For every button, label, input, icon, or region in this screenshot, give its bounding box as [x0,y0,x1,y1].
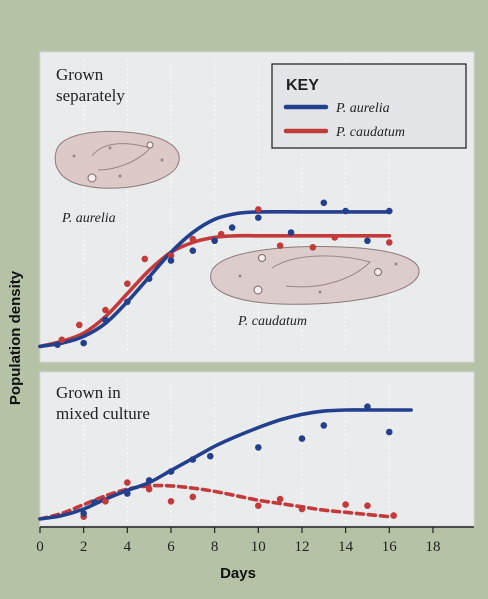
data-point-p-aurelia-top [287,229,295,236]
x-axis-ticks: 0 2 4 6 8 10 12 14 16 18 [36,527,440,555]
data-point-p-caudatum-bottom [276,495,284,503]
data-point-p-aurelia-bottom [385,428,393,436]
data-point-p-caudatum-top [309,244,317,251]
data-point-p-aurelia-top [124,298,131,306]
data-point-p-caudatum-top [167,252,175,259]
data-point-p-caudatum-bottom [189,493,197,501]
panel-bottom-title-line1: Grown in [56,383,121,402]
annotation-p-caudatum: P. caudatum [237,314,307,329]
data-point-p-aurelia-bottom [124,490,131,497]
data-point-p-caudatum-top [58,336,66,344]
legend-entry-p-aurelia: P. aurelia [335,101,390,116]
data-point-p-caudatum-bottom [390,512,397,519]
data-point-p-aurelia-bottom [254,444,262,451]
data-point-p-caudatum-bottom [145,485,153,493]
panel-grown-separately: Grown separately P. aurelia P. caudatum [38,51,475,363]
data-point-p-caudatum-top [217,230,225,238]
data-point-p-aurelia-bottom [91,499,98,506]
data-point-p-aurelia-bottom [189,456,197,463]
annotation-p-aurelia: P. aurelia [61,211,116,226]
data-point-p-aurelia-bottom [320,422,328,429]
data-point-p-caudatum-top [102,306,109,314]
y-axis-title: Population density [7,270,24,405]
data-point-p-caudatum-bottom [298,505,306,513]
x-tick-label-2: 2 [80,539,88,555]
data-point-p-aurelia-top [228,224,236,231]
data-point-p-caudatum-top [276,242,284,249]
series-points-bottom [80,403,397,520]
data-point-p-aurelia-top [80,339,87,347]
panel-mixed-culture: Grown in mixed culture [38,371,475,527]
data-point-p-caudatum-bottom [342,501,349,508]
data-point-p-aurelia-bottom [167,468,175,475]
data-point-p-aurelia-bottom [145,477,153,484]
x-tick-label-10: 10 [251,539,266,555]
data-point-p-caudatum-bottom [124,479,131,486]
x-axis-title: Days [220,565,256,582]
panel-top-title-line2: separately [56,86,125,105]
x-tick-label-12: 12 [294,539,309,555]
x-tick-label-4: 4 [124,539,132,555]
data-point-p-aurelia-top [320,199,328,207]
data-point-p-aurelia-bottom [364,403,371,411]
data-point-p-aurelia-bottom [298,435,306,442]
x-tick-label-6: 6 [167,539,175,555]
panel-top-title-line1: Grown [56,65,104,84]
series-curves-top [38,209,392,349]
data-point-p-caudatum-top [189,235,197,243]
data-point-p-caudatum-top [75,321,83,329]
data-point-p-caudatum-top [141,255,149,263]
data-point-p-aurelia-bottom [80,510,87,517]
curve-p-aurelia-top [38,209,392,349]
x-tick-label-16: 16 [382,539,398,555]
data-point-p-aurelia-top [54,341,61,349]
panel-bottom-title-line2: mixed culture [56,404,150,423]
data-point-p-caudatum-top [124,280,131,287]
data-point-p-caudatum-bottom [364,502,371,510]
data-point-p-aurelia-top [102,316,109,324]
data-point-p-caudatum-top [254,206,262,213]
x-tick-label-18: 18 [425,539,440,555]
x-tick-label-8: 8 [211,539,219,555]
data-point-p-aurelia-top [254,214,262,221]
data-point-p-aurelia-top [189,247,197,254]
data-point-p-caudatum-bottom [254,502,262,510]
series-points-top [54,199,393,349]
data-point-p-caudatum-bottom [167,498,175,505]
paramecium-caudatum-illustration [210,246,420,305]
data-point-p-aurelia-top [145,275,153,283]
curve-p-caudatum-top [38,233,392,349]
data-point-p-aurelia-top [342,207,349,215]
data-point-p-aurelia-top [385,207,393,215]
x-tick-label-14: 14 [338,539,354,555]
data-point-p-aurelia-bottom [206,452,214,460]
data-point-p-aurelia-top [167,257,175,264]
curve-p-caudatum-bottom [38,483,392,521]
paramecium-aurelia-illustration [54,130,180,189]
legend-entry-p-caudatum: P. caudatum [335,125,405,140]
data-point-p-caudatum-top [385,239,393,246]
x-tick-label-0: 0 [36,539,44,555]
legend-key: KEY P. aurelia P. caudatum [271,63,467,149]
data-point-p-caudatum-top [331,234,339,241]
data-point-p-aurelia-top [364,237,371,245]
data-point-p-aurelia-top [211,237,218,245]
data-point-p-caudatum-bottom [102,498,109,505]
legend-title: KEY [286,77,319,94]
